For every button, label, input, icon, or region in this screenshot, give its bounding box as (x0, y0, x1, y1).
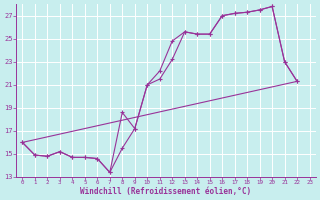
X-axis label: Windchill (Refroidissement éolien,°C): Windchill (Refroidissement éolien,°C) (80, 187, 252, 196)
